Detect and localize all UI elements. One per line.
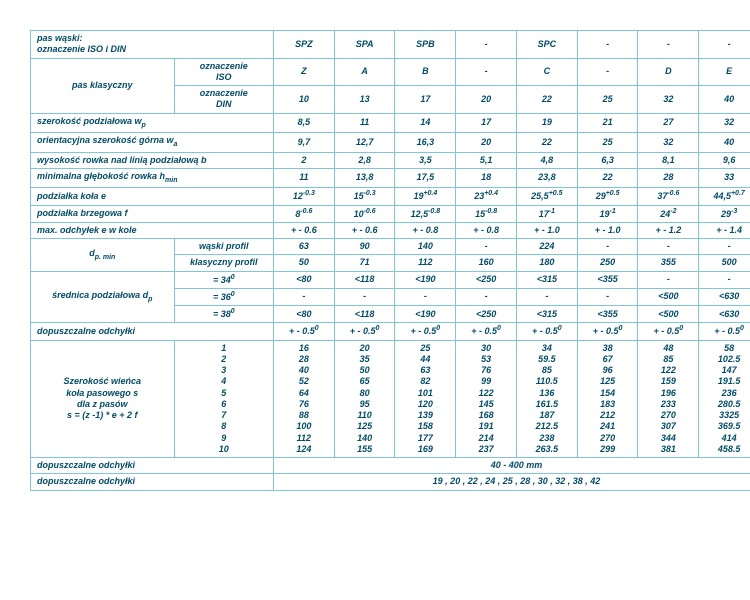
col-spa: SPA (334, 31, 395, 59)
col-spz: SPZ (273, 31, 334, 59)
row-wys-rowka: wysokość rowka nad linią podziałową b 2 … (31, 152, 750, 168)
row-dopuszcz-odch-2: dopuszczalne odchyłki 40 - 400 mm (31, 458, 750, 474)
wienca-c2: 25446382101120139158177169 (395, 340, 456, 458)
row-min-gleb: minimalna głębokość rowka hmin 11 13,8 1… (31, 168, 750, 188)
row-szer-podz: szerokość podziałowa wp 8,5 11 14 17 19 … (31, 113, 750, 133)
wienca-c7: 58102.5147191.5236280.53325369.5414458.5 (699, 340, 750, 458)
wienca-c0: 16284052647688100112124 (273, 340, 334, 458)
row-dopuszcz-odch-3: dopuszczalne odchyłki 19 , 20 , 22 , 24 … (31, 474, 750, 490)
belt-pulley-table: pas wąski: oznaczenie ISO i DIN SPZ SPA … (30, 30, 750, 491)
sub-ozn-iso: oznaczenie ISO (174, 58, 273, 86)
col-spc: SPC (516, 31, 577, 59)
row-dp-min: dp. min wąski profil 63 90 140 - 224 - -… (31, 239, 750, 255)
wienca-c6: 4885122159196233270307344381 (638, 340, 699, 458)
row-dopuszcz-odch-1: dopuszczalne odchyłki + - 0.50 + - 0.50 … (31, 323, 750, 340)
row-podzialka-e: podziałka koła e 12-0.3 15-0.3 19+0.4 23… (31, 188, 750, 205)
row-pas-klasyczny: pas klasyczny (31, 58, 175, 113)
row-max-odchylek: max. odchyłek e w kole + - 0.6 + - 0.6 +… (31, 222, 750, 238)
wienca-c3: 30537699122145168191214237 (456, 340, 517, 458)
row-orient-szer: orientacyjna szerokość górna wa 9,7 12,7… (31, 133, 750, 153)
row-pas-waski: pas wąski: oznaczenie ISO i DIN (31, 31, 274, 59)
sub-ozn-din: oznaczenie DIN (174, 86, 273, 114)
wienca-c4: 3459.585110.5136161.5187212.5238263.5 (516, 340, 577, 458)
wienca-c5: 386796125154183212241270299 (577, 340, 638, 458)
row-srednica-dp: średnica podziałowa dp = 340 <80 <118 <1… (31, 271, 750, 288)
wienca-nums: 12345678910 (174, 340, 273, 458)
row-szer-wienca: Szerokość wieńca koła pasowego s dla z p… (31, 340, 750, 458)
col-spb: SPB (395, 31, 456, 59)
wienca-c1: 203550658095110125140155 (334, 340, 395, 458)
row-podzialka-f: podziałka brzegowa f 8-0.6 10-0.6 12,5-0… (31, 205, 750, 222)
